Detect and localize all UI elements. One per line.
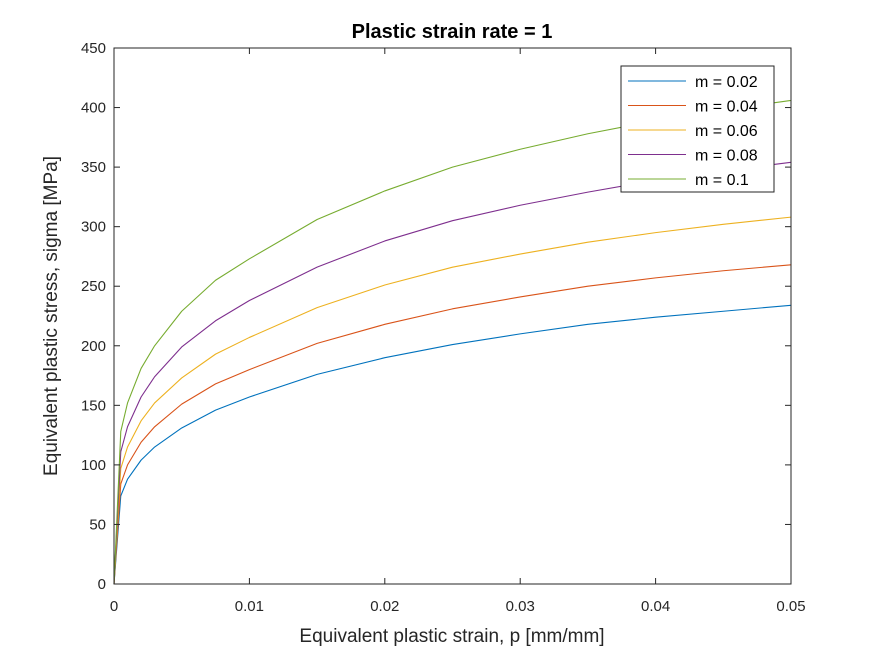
legend-label: m = 0.06 [695,123,758,140]
legend-box [620,65,775,193]
y-tick-label: 450 [81,40,106,57]
y-tick-label: 250 [81,278,106,295]
x-tick-label: 0.05 [776,598,805,615]
x-axis-label: Equivalent plastic strain, p [mm/mm] [299,626,604,647]
x-tick-label: 0.01 [235,598,264,615]
y-tick-label: 150 [81,397,106,414]
y-tick-label: 50 [89,516,106,533]
legend-label: m = 0.04 [695,99,758,116]
series-line-3 [113,216,792,585]
legend-label: m = 0.1 [695,172,749,189]
legend-label: m = 0.08 [695,148,758,165]
y-tick-label: 350 [81,159,106,176]
y-tick-label: 200 [81,338,106,355]
x-axis: 0 0.01 0.02 0.03 0.04 0.05 [110,48,806,615]
chart-title: Plastic strain rate = 1 [352,21,553,43]
y-tick-label: 0 [98,576,106,593]
x-tick-label: 0.03 [506,598,535,615]
x-tick-label: 0.02 [370,598,399,615]
legend-label: m = 0.02 [695,74,758,91]
y-tick-label: 100 [81,457,106,474]
legend: m = 0.02 m = 0.04 m = 0.06 m = 0.08 m = 0.1 [620,65,775,193]
y-tick-label: 400 [81,100,106,117]
series-line-1 [113,304,792,585]
series-line-2 [113,264,792,585]
x-tick-label: 0.04 [641,598,670,615]
y-axis-label: Equivalent plastic stress, sigma [MPa] [41,156,62,476]
y-tick-label: 300 [81,219,106,236]
y-axis: 0 50 100 150 200 250 300 350 400 450 [81,40,791,593]
plot-frame [113,47,792,585]
x-tick-label: 0 [110,598,118,615]
